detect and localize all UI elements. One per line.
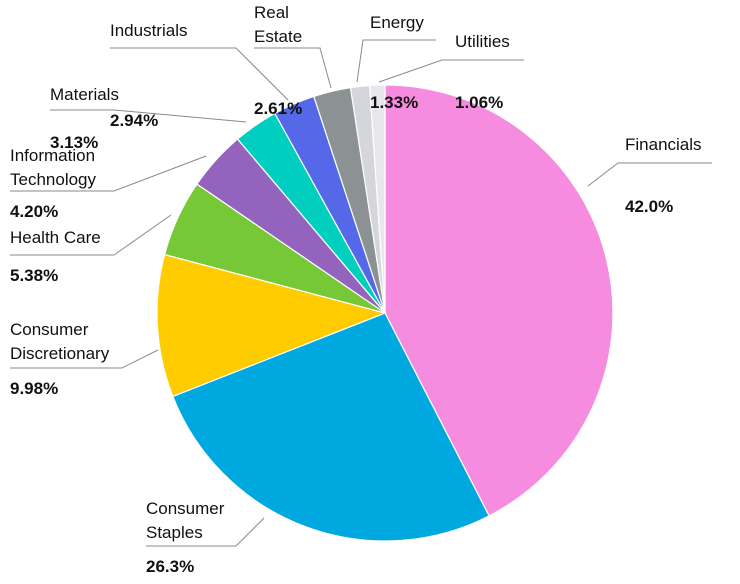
label-materials: Materials bbox=[50, 85, 119, 104]
value-industrials: 2.94% bbox=[110, 111, 158, 130]
label-industrials: Industrials bbox=[110, 21, 187, 40]
label-consumer-discretionary-line-1: Consumer bbox=[10, 320, 89, 339]
label-energy: Energy bbox=[370, 13, 424, 32]
slice-labels: Financials 42.0% Consumer Staples 26.3% Consu… bbox=[10, 3, 702, 576]
leader-utilities bbox=[378, 59, 524, 83]
label-consumer-staples-line-1: Consumer bbox=[146, 499, 225, 518]
leader-industrials bbox=[110, 47, 289, 101]
label-information-technology-line-2: Technology bbox=[10, 170, 97, 189]
value-energy: 1.33% bbox=[370, 93, 418, 112]
leader-information-technology bbox=[10, 155, 207, 192]
leader-health-care bbox=[10, 214, 172, 256]
label-health-care: Health Care bbox=[10, 228, 101, 247]
leader-real-estate bbox=[254, 47, 332, 89]
slice-financials bbox=[384, 84, 614, 517]
leader-energy bbox=[356, 39, 436, 83]
value-real-estate: 2.61% bbox=[254, 99, 302, 118]
label-consumer-discretionary-line-2: Discretionary bbox=[10, 344, 110, 363]
value-health-care: 5.38% bbox=[10, 266, 58, 285]
slice-consumer-staples bbox=[172, 312, 490, 542]
value-materials: 3.13% bbox=[50, 133, 98, 152]
slice-utilities bbox=[369, 84, 386, 314]
value-consumer-discretionary: 9.98% bbox=[10, 379, 58, 398]
label-consumer-staples-line-2: Staples bbox=[146, 523, 203, 542]
leader-lines bbox=[10, 39, 712, 547]
value-financials: 42.0% bbox=[625, 197, 673, 216]
value-consumer-staples: 26.3% bbox=[146, 557, 194, 576]
leader-consumer-staples bbox=[146, 517, 265, 547]
value-utilities: 1.06% bbox=[455, 93, 503, 112]
pie-slices bbox=[156, 84, 614, 542]
label-information-technology-line-1: Information bbox=[10, 146, 95, 165]
label-real-estate-line-1: Real bbox=[254, 3, 289, 22]
leader-financials bbox=[587, 162, 712, 187]
label-real-estate-line-2: Estate bbox=[254, 27, 302, 46]
label-utilities: Utilities bbox=[455, 32, 510, 51]
leader-materials bbox=[50, 109, 247, 123]
value-information-technology: 4.20% bbox=[10, 202, 58, 221]
label-financials: Financials bbox=[625, 135, 702, 154]
slice-consumer-discretionary bbox=[156, 253, 387, 398]
leader-consumer-discretionary bbox=[10, 349, 159, 369]
